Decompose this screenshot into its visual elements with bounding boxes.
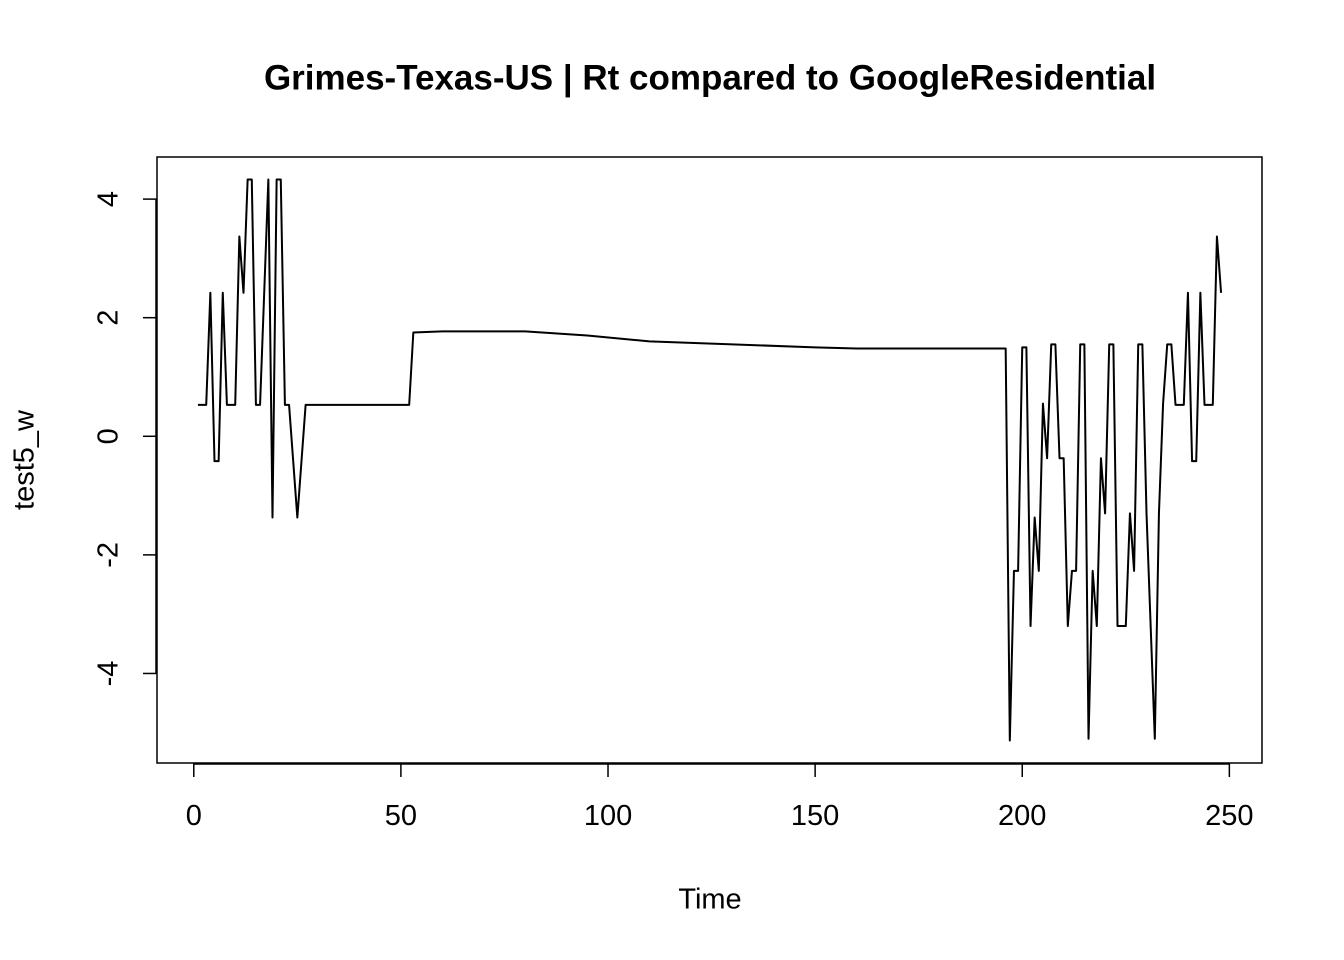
chart-title: Grimes-Texas-US | Rt compared to GoogleR… — [264, 58, 1156, 97]
x-tick-label: 200 — [998, 800, 1046, 832]
x-tick-label: 100 — [584, 800, 632, 832]
y-tick-label: 2 — [93, 310, 125, 326]
plot-box — [156, 156, 1263, 764]
y-tick-label: -2 — [93, 542, 125, 568]
x-tick-label: 0 — [186, 800, 202, 832]
x-tick-label: 50 — [385, 800, 417, 832]
x-tick-label: 250 — [1205, 800, 1253, 832]
y-tick-label: 0 — [93, 428, 125, 444]
y-tick-label: -4 — [93, 661, 125, 687]
x-axis-label: Time — [678, 884, 741, 916]
y-axis-label: test5_w — [9, 409, 41, 510]
x-tick-label: 150 — [791, 800, 839, 832]
data-line — [197, 178, 1223, 742]
y-tick-label: 4 — [93, 191, 125, 207]
